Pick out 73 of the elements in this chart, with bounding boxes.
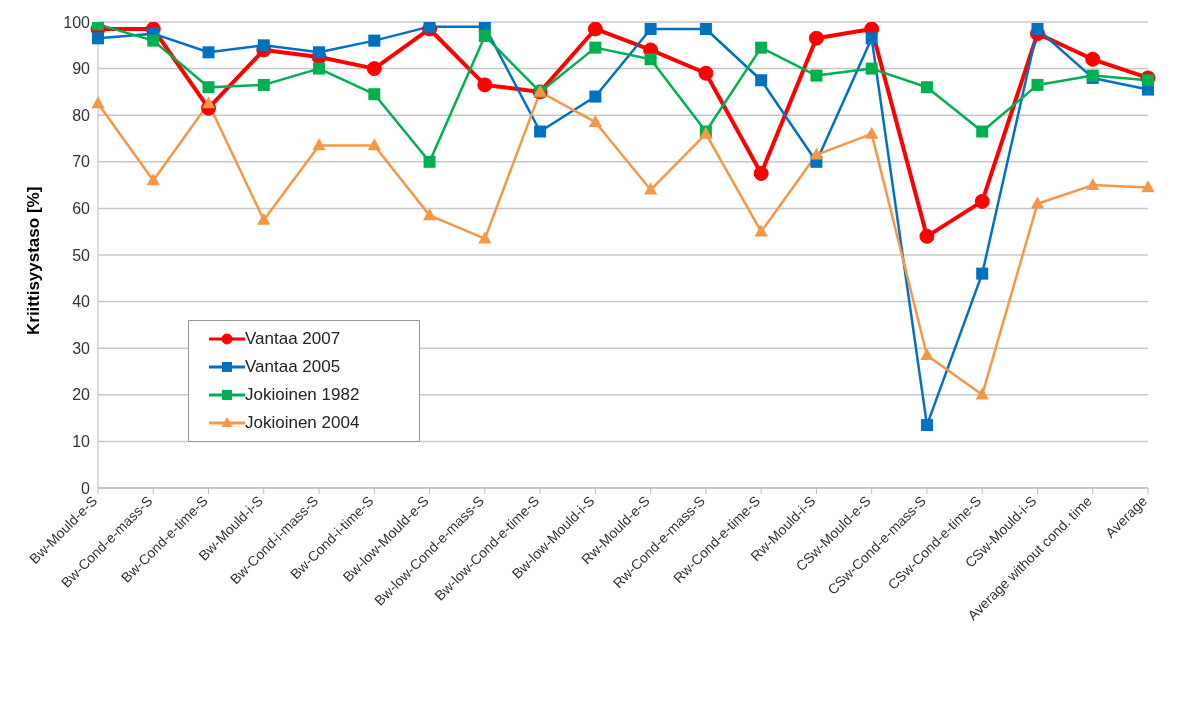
point — [312, 138, 326, 151]
point — [865, 126, 879, 139]
point — [368, 34, 381, 47]
point — [1085, 51, 1101, 67]
y-tick-label: 20 — [72, 386, 91, 404]
point — [975, 387, 989, 400]
point — [755, 74, 768, 87]
point — [810, 69, 823, 82]
point — [809, 147, 824, 160]
point — [698, 65, 714, 81]
point — [865, 62, 878, 75]
y-tick-label: 30 — [72, 339, 91, 357]
point — [91, 96, 105, 109]
point — [257, 39, 270, 52]
point — [1142, 74, 1154, 87]
point — [202, 46, 215, 59]
y-tick-label: 90 — [72, 60, 91, 78]
point — [1031, 78, 1044, 91]
y-tick-label: 60 — [72, 200, 91, 218]
point — [1031, 22, 1044, 35]
legend-label: Vantaa 2005 — [245, 357, 341, 377]
y-tick-label: 80 — [72, 106, 91, 124]
point — [478, 231, 492, 244]
point — [920, 81, 933, 94]
point — [865, 32, 878, 45]
point — [477, 77, 493, 93]
legend-label: Vantaa 2007 — [245, 329, 341, 349]
point — [368, 88, 381, 101]
point — [976, 267, 989, 280]
point — [313, 46, 326, 59]
point — [1086, 177, 1100, 190]
point — [257, 212, 271, 225]
point — [588, 114, 602, 127]
point — [201, 96, 216, 109]
point — [1030, 196, 1045, 209]
y-tick-label: 10 — [72, 433, 91, 451]
y-tick-label: 50 — [72, 246, 91, 264]
point — [644, 22, 657, 35]
point — [313, 62, 326, 75]
point — [589, 90, 602, 103]
point — [754, 224, 768, 237]
point — [755, 41, 768, 54]
y-tick-label: 40 — [72, 293, 91, 311]
legend-label: Jokioinen 1982 — [245, 385, 360, 405]
point — [478, 29, 491, 42]
legend-label: Jokioinen 2004 — [245, 413, 360, 433]
point — [147, 34, 160, 47]
y-axis-title: Kriittisyystaso [%] — [24, 186, 44, 335]
point — [974, 193, 990, 209]
point — [257, 78, 270, 91]
y-tick-label: 70 — [72, 153, 91, 171]
point — [422, 208, 437, 221]
point — [587, 22, 603, 37]
point — [1141, 180, 1155, 193]
point — [699, 22, 712, 35]
point — [644, 53, 657, 66]
point — [589, 41, 602, 54]
point — [366, 61, 382, 77]
point — [920, 347, 934, 360]
point — [919, 228, 935, 244]
point — [644, 182, 658, 195]
y-tick-label: 0 — [81, 479, 91, 497]
point — [367, 138, 381, 151]
point — [534, 125, 547, 138]
point — [976, 125, 989, 138]
point — [753, 165, 769, 181]
y-tick-label: 100 — [63, 13, 91, 31]
point — [202, 81, 215, 94]
point — [423, 155, 436, 168]
point — [423, 22, 436, 33]
point — [92, 32, 104, 45]
point — [808, 30, 824, 46]
point — [146, 173, 160, 186]
